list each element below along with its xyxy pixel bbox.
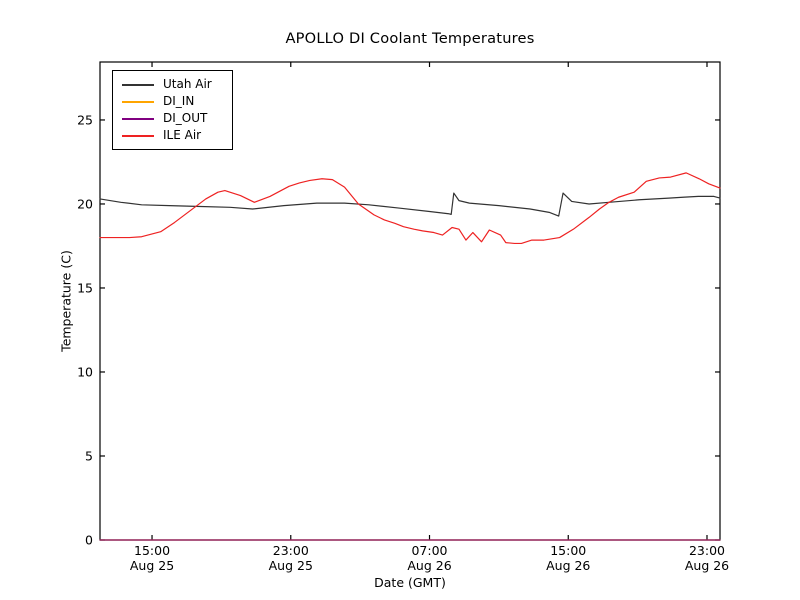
legend-item-ile-air: ILE Air	[122, 127, 226, 144]
legend-line-sample	[122, 83, 154, 86]
legend: Utah Air DI_IN DI_OUT ILE Air	[112, 70, 233, 150]
legend-line-sample	[122, 117, 154, 120]
legend-item-utah-air: Utah Air	[122, 76, 226, 93]
legend-item-di-in: DI_IN	[122, 93, 226, 110]
y-tick-label: 10	[77, 364, 93, 379]
x-tick-label-date: Aug 26	[685, 558, 729, 573]
x-tick-label-date: Aug 25	[269, 558, 313, 573]
chart-title: APOLLO DI Coolant Temperatures	[285, 30, 535, 47]
x-tick-label-date: Aug 26	[407, 558, 451, 573]
x-tick-label-date: Aug 26	[546, 558, 590, 573]
legend-label: ILE Air	[163, 128, 202, 142]
series-ile-air	[99, 172, 721, 245]
legend-item-di-out: DI_OUT	[122, 110, 226, 127]
legend-label: Utah Air	[163, 77, 212, 91]
y-tick-label: 0	[85, 532, 93, 547]
series-utah-air	[99, 192, 721, 217]
legend-label: DI_OUT	[163, 111, 208, 125]
x-axis-label: Date (GMT)	[374, 575, 446, 590]
x-tick-label-time: 15:00	[550, 543, 586, 558]
legend-line-sample	[122, 100, 154, 103]
x-tick-label-time: 15:00	[134, 543, 170, 558]
x-tick-label-time: 07:00	[411, 543, 447, 558]
x-tick-label-time: 23:00	[689, 543, 725, 558]
x-tick-label-time: 23:00	[273, 543, 309, 558]
y-tick-label: 15	[77, 280, 93, 295]
legend-label: DI_IN	[163, 94, 195, 108]
y-tick-label: 5	[85, 448, 93, 463]
y-axis-label: Temperature (C)	[58, 250, 74, 352]
x-tick-label-date: Aug 25	[130, 558, 174, 573]
y-tick-label: 20	[77, 196, 93, 211]
y-tick-label: 25	[77, 112, 93, 127]
legend-line-sample	[122, 134, 154, 137]
